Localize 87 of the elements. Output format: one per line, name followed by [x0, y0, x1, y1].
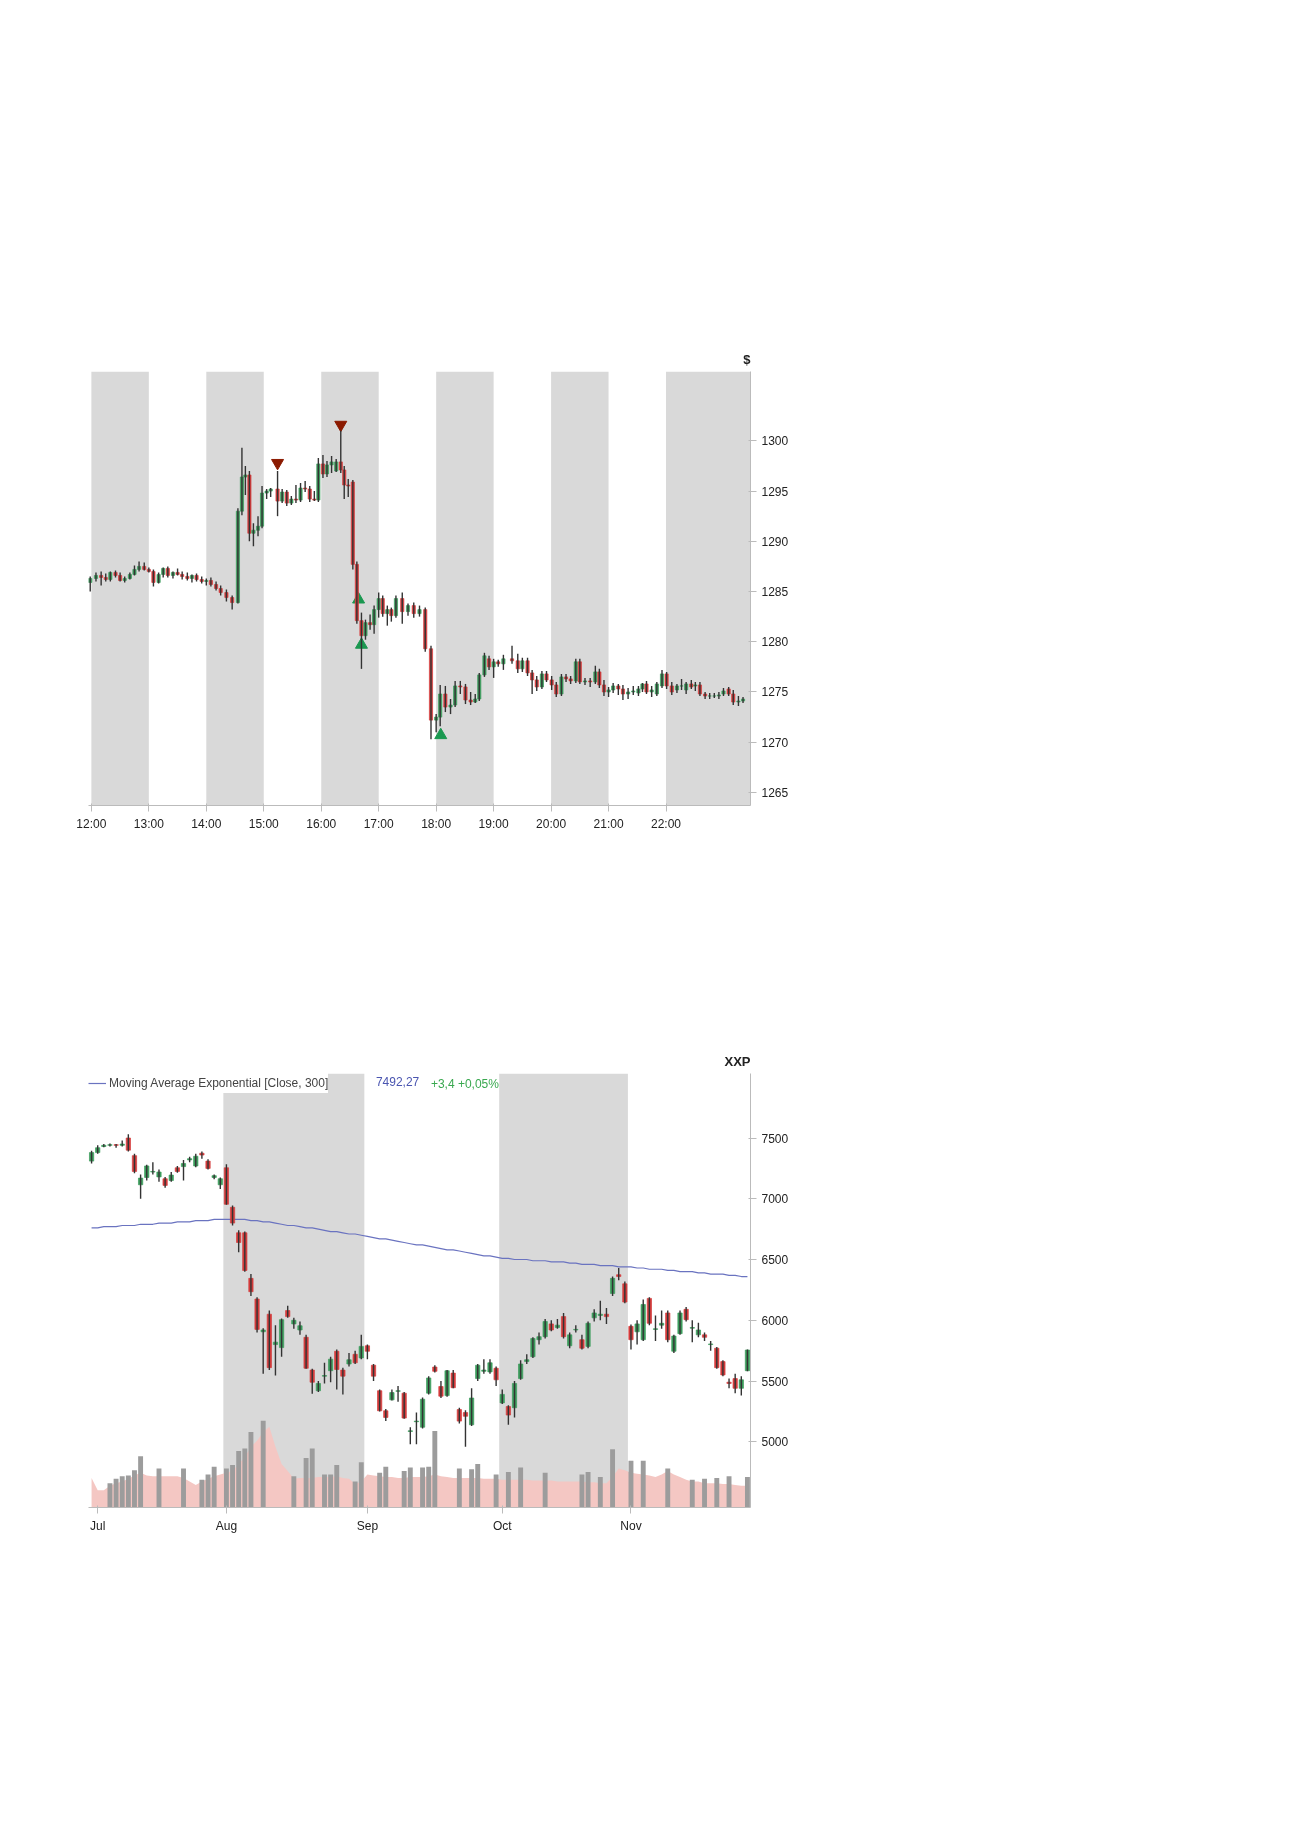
y-tick-label: 1270: [761, 735, 789, 750]
bar: [714, 1477, 720, 1508]
candlestick: [653, 1314, 658, 1342]
candlestick: [450, 1369, 456, 1390]
candlestick: [346, 1352, 352, 1368]
x-tick-label: 22:00: [651, 816, 682, 831]
point: [334, 420, 348, 433]
y-tick-label: 5500: [761, 1374, 789, 1389]
bar: [542, 1472, 548, 1508]
y-tick-label: 1290: [761, 534, 789, 549]
y-tick-label: 7000: [761, 1192, 789, 1207]
candlestick: [247, 470, 252, 542]
y-tick-label: 1265: [761, 785, 789, 800]
x-tick-label: 20:00: [536, 816, 567, 831]
bar: [640, 1460, 646, 1508]
y-axis-title: $: [743, 351, 752, 367]
candlestick: [491, 658, 496, 679]
bar: [199, 1479, 205, 1508]
x-tick-label: 21:00: [593, 816, 624, 831]
x-tick-label: 14:00: [191, 816, 222, 831]
y-tick-label: 6000: [761, 1313, 789, 1328]
candlestick: [309, 1368, 315, 1395]
bar: [505, 1471, 511, 1508]
bar: [744, 1477, 750, 1508]
candlestick: [275, 470, 280, 517]
candlestick: [573, 1324, 579, 1334]
y-tick-label: 6500: [761, 1253, 789, 1268]
bar: [493, 1474, 499, 1508]
x-tick-label: 19:00: [478, 816, 509, 831]
candlestick: [665, 1309, 671, 1343]
candlestick: [443, 685, 448, 713]
x-tick-label: 17:00: [363, 816, 395, 831]
y-tick-label: 1285: [761, 585, 789, 600]
candlestick: [293, 484, 298, 504]
x-tick-label: 12:00: [76, 816, 107, 831]
y-tick-label: 1275: [761, 685, 789, 700]
y-tick-label: 1280: [761, 635, 789, 650]
x-tick-label: 18:00: [421, 816, 452, 831]
y-tick-label: 1300: [761, 434, 789, 449]
x-tick-label: 13:00: [133, 816, 165, 831]
bar: [597, 1477, 603, 1508]
y-tick-label: 1295: [761, 484, 789, 499]
bar: [181, 1468, 186, 1508]
candlestick: [559, 673, 564, 697]
candlestick: [389, 1388, 395, 1402]
x-tick-label: Aug: [215, 1518, 238, 1533]
candlestick: [358, 1334, 364, 1360]
bar: [579, 1474, 585, 1508]
candlestick: [659, 1309, 665, 1330]
bar: [260, 1420, 266, 1508]
candlestick: [297, 1320, 303, 1336]
line-series: [90, 1218, 749, 1278]
candlestick: [322, 1362, 327, 1385]
point: [434, 727, 448, 740]
candlestick: [689, 1319, 695, 1343]
bar: [610, 1449, 616, 1508]
candlestick: [298, 482, 303, 503]
legend-label: Moving Average Exponential [Close, 300]: [109, 1076, 329, 1090]
candlestick: [583, 677, 587, 686]
candlestick: [113, 1143, 119, 1149]
bar: [689, 1479, 695, 1508]
x-tick-label: 15:00: [248, 816, 280, 831]
bar: [585, 1471, 591, 1508]
bar: [291, 1476, 297, 1508]
candlestick: [400, 591, 405, 625]
candlestick: [211, 1173, 217, 1181]
y-tick-label: 5000: [761, 1435, 789, 1450]
annotation: 7492,27: [375, 1074, 420, 1089]
candlestick: [395, 1385, 401, 1403]
candlestick: [380, 594, 385, 618]
x-tick-label: Jul: [90, 1518, 106, 1533]
candlestick: [316, 457, 321, 503]
annotation: +3,4 +0,05%: [430, 1076, 500, 1091]
candlestick: [260, 1327, 266, 1375]
y-tick-label: 7500: [761, 1131, 789, 1146]
y-axis-title: XXP: [724, 1053, 751, 1069]
bar: [518, 1467, 524, 1508]
candlestick: [588, 677, 593, 688]
x-tick-label: Oct: [492, 1518, 513, 1533]
x-tick-label: Sep: [356, 1518, 379, 1533]
bar: [702, 1478, 707, 1508]
bar: [211, 1466, 217, 1508]
x-tick-label: 16:00: [306, 816, 337, 831]
bar: [456, 1468, 462, 1508]
x-tick-label: Nov: [620, 1518, 642, 1533]
point: [271, 458, 285, 471]
bar: [665, 1468, 671, 1508]
